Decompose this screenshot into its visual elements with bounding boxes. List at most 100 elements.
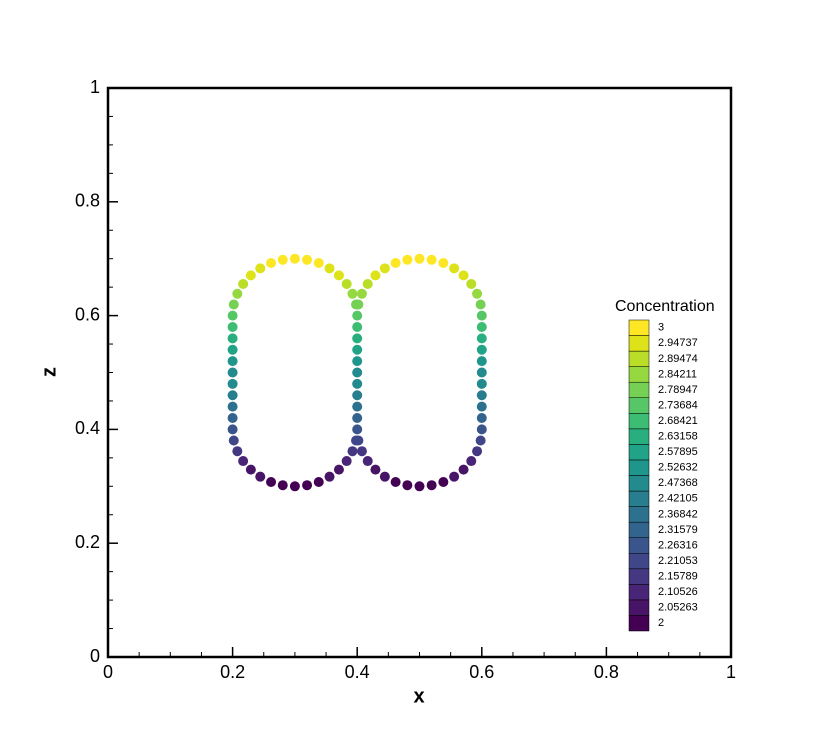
y-tick-label: 0.6 bbox=[75, 304, 100, 324]
data-point bbox=[379, 263, 390, 274]
data-point bbox=[333, 464, 344, 475]
colorbar-swatch bbox=[628, 381, 650, 399]
colorbar-label: 2.26316 bbox=[658, 539, 698, 551]
colorbar-swatch bbox=[628, 319, 650, 336]
data-point bbox=[390, 476, 401, 487]
colorbar-swatch bbox=[628, 335, 650, 352]
data-point bbox=[476, 401, 487, 412]
data-point bbox=[414, 253, 425, 264]
data-point bbox=[352, 321, 363, 332]
data-point bbox=[476, 356, 487, 367]
data-point bbox=[476, 424, 487, 435]
data-point bbox=[402, 480, 413, 491]
data-point bbox=[356, 446, 367, 457]
data-point bbox=[352, 344, 363, 355]
y-tick-label: 0.4 bbox=[75, 418, 100, 438]
colorbar-swatch bbox=[628, 366, 650, 383]
x-tick-label: 0.4 bbox=[345, 662, 370, 682]
colorbar-swatch bbox=[628, 350, 650, 367]
data-point bbox=[302, 480, 313, 491]
data-point bbox=[476, 367, 487, 378]
colorbar-swatch bbox=[628, 584, 650, 601]
data-point bbox=[438, 476, 449, 487]
x-tick-label: 0 bbox=[103, 662, 113, 682]
data-point bbox=[227, 378, 238, 389]
data-point bbox=[476, 344, 487, 355]
data-point bbox=[476, 413, 487, 424]
data-point bbox=[449, 471, 460, 482]
data-point bbox=[426, 480, 437, 491]
data-point bbox=[466, 456, 477, 467]
data-point bbox=[466, 278, 477, 289]
data-point bbox=[341, 456, 352, 467]
data-point bbox=[227, 390, 238, 401]
colorbar-title: Concentration bbox=[615, 298, 715, 315]
data-point bbox=[289, 253, 300, 264]
data-point bbox=[228, 299, 239, 310]
data-point bbox=[227, 424, 238, 435]
colorbar-label: 3 bbox=[658, 322, 664, 334]
data-point bbox=[302, 254, 313, 265]
data-point bbox=[352, 367, 363, 378]
data-point bbox=[390, 258, 401, 269]
data-point bbox=[476, 333, 487, 344]
data-point bbox=[227, 401, 238, 412]
data-point bbox=[289, 481, 300, 492]
data-point bbox=[255, 471, 266, 482]
data-point bbox=[277, 254, 288, 265]
data-point bbox=[227, 321, 238, 332]
data-point bbox=[458, 270, 469, 281]
data-point bbox=[313, 258, 324, 269]
data-point bbox=[356, 288, 367, 299]
data-point bbox=[238, 278, 249, 289]
x-tick-label: 0.2 bbox=[220, 662, 245, 682]
colorbar-swatch bbox=[628, 428, 650, 445]
data-point bbox=[379, 471, 390, 482]
data-point bbox=[352, 378, 363, 389]
data-point bbox=[324, 263, 335, 274]
colorbar-swatch bbox=[628, 568, 650, 585]
data-point bbox=[475, 435, 486, 446]
colorbar-label: 2.05263 bbox=[658, 602, 698, 614]
colorbar-label: 2.89474 bbox=[658, 353, 698, 365]
data-point bbox=[476, 321, 487, 332]
colorbar-swatch bbox=[628, 506, 650, 523]
data-point bbox=[352, 356, 363, 367]
colorbar-swatch bbox=[628, 413, 650, 430]
data-point bbox=[352, 401, 363, 412]
colorbar-label: 2.57895 bbox=[658, 446, 698, 458]
x-tick-label: 1 bbox=[726, 662, 736, 682]
colorbar-swatch bbox=[628, 490, 650, 507]
data-point bbox=[245, 270, 256, 281]
y-tick-label: 0.8 bbox=[75, 191, 100, 211]
x-tick-label: 0.6 bbox=[469, 662, 494, 682]
colorbar-swatch bbox=[628, 599, 650, 616]
data-point bbox=[227, 413, 238, 424]
colorbar-label: 2.21053 bbox=[658, 555, 698, 567]
colorbar-label: 2.84211 bbox=[658, 368, 697, 380]
colorbar-label: 2.15789 bbox=[658, 570, 698, 582]
y-tick-label: 0.2 bbox=[75, 532, 100, 552]
plot-marks bbox=[227, 253, 487, 492]
colorbar-label: 2.78947 bbox=[658, 384, 698, 396]
data-point bbox=[347, 288, 358, 299]
data-point bbox=[266, 476, 277, 487]
data-point bbox=[414, 481, 425, 492]
data-point bbox=[370, 270, 381, 281]
colorbar-label: 2.31579 bbox=[658, 524, 698, 536]
data-point bbox=[245, 464, 256, 475]
data-point bbox=[472, 288, 483, 299]
data-point bbox=[353, 435, 364, 446]
data-point bbox=[449, 263, 460, 274]
data-point bbox=[362, 456, 373, 467]
data-point bbox=[255, 263, 266, 274]
data-point bbox=[352, 390, 363, 401]
data-point bbox=[227, 356, 238, 367]
colorbar-label: 2.94737 bbox=[658, 337, 698, 349]
data-point bbox=[352, 310, 363, 321]
data-point bbox=[352, 413, 363, 424]
colorbar-swatch bbox=[628, 615, 650, 632]
data-point bbox=[476, 378, 487, 389]
data-point bbox=[227, 333, 238, 344]
